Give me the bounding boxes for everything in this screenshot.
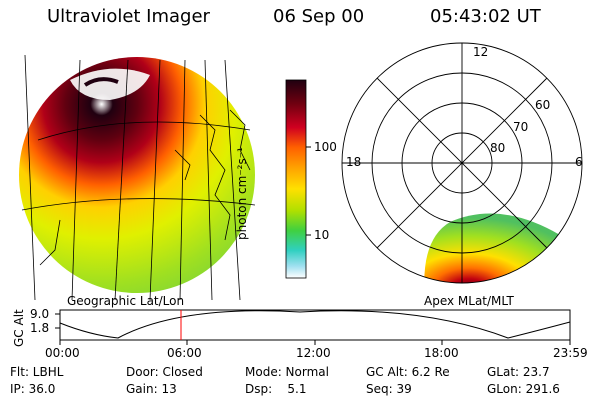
info-dsp: Dsp: 5.1 [245, 382, 307, 396]
mlat-label-70: 70 [513, 120, 529, 134]
colorbar-tick-100: 100 [314, 140, 337, 154]
earth-disk-image [19, 57, 255, 293]
colorbar [285, 79, 311, 279]
colorbar-units: photon cm⁻²s⁻¹ [235, 147, 249, 240]
time-tick-2359: 23:59 [553, 346, 588, 360]
geographic-caption: Geographic Lat/Lon [67, 294, 185, 308]
info-seq: Seq: 39 [366, 382, 412, 396]
mlt-label-12: 12 [473, 45, 489, 59]
time-tick-1800: 18:00 [424, 346, 459, 360]
time-tick-0000: 00:00 [45, 346, 80, 360]
info-door: Door: Closed [126, 365, 203, 379]
info-ip: IP: 36.0 [10, 382, 56, 396]
info-glon: GLon: 291.6 [487, 382, 560, 396]
altitude-strip [55, 309, 571, 345]
geographic-grid [21, 54, 256, 301]
app-title: Ultraviolet Imager [47, 6, 210, 27]
apex-caption: Apex MLat/MLT [424, 294, 514, 308]
colorbar-tick-10: 10 [314, 228, 330, 242]
info-mode: Mode: Normal [245, 365, 329, 379]
time-tick-1200: 12:00 [296, 346, 331, 360]
info-gc-alt: GC Alt: 6.2 Re [366, 365, 450, 379]
image-time: 05:43:02 UT [430, 6, 541, 27]
coastlines [39, 109, 251, 266]
info-flt: Flt: LBHL [10, 365, 64, 379]
mlat-label-80: 80 [490, 141, 506, 155]
mlt-label-6: 6 [575, 155, 583, 169]
info-glat: GLat: 23.7 [487, 365, 550, 379]
mlat-label-60: 60 [535, 98, 551, 112]
alt-tick-1-8: 1.8 [30, 321, 50, 335]
mlt-label-18: 18 [346, 155, 362, 169]
alt-tick-9: 9.0 [30, 307, 50, 321]
time-tick-0600: 06:00 [167, 346, 202, 360]
altitude-axis-label: GC Alt [12, 309, 26, 347]
polar-plot [341, 42, 583, 284]
image-date: 06 Sep 00 [273, 6, 365, 27]
info-gain: Gain: 13 [126, 382, 177, 396]
